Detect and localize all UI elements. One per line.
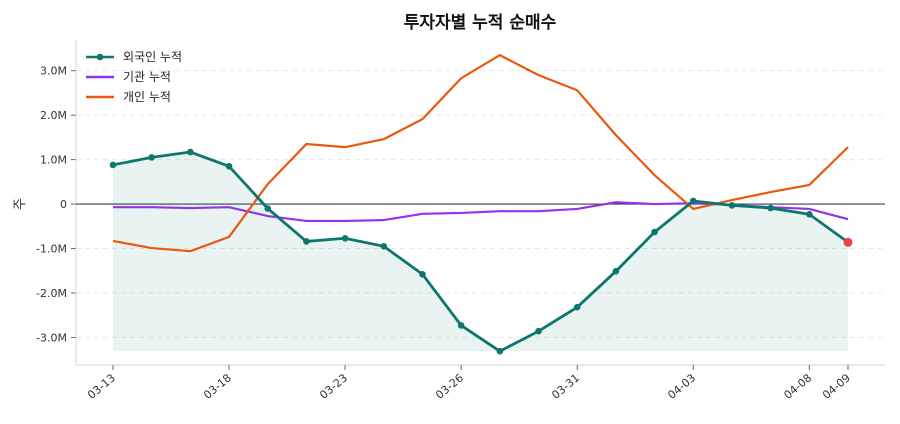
legend-label: 개인 누적 xyxy=(123,90,171,104)
data-point xyxy=(573,303,581,311)
data-point xyxy=(109,161,117,169)
data-point xyxy=(689,197,697,205)
y-tick-label: -1.0M xyxy=(36,243,67,256)
y-tick-label: 2.0M xyxy=(40,109,67,122)
y-axis-label: 주 xyxy=(13,198,28,210)
x-tick-label: 04-09 xyxy=(820,371,853,402)
area-fill xyxy=(113,152,848,352)
legend-marker xyxy=(96,53,104,61)
x-tick-label: 03-18 xyxy=(201,371,234,402)
data-point xyxy=(187,148,194,156)
legend-label: 기관 누적 xyxy=(123,70,171,84)
data-point xyxy=(806,210,813,218)
data-point xyxy=(341,234,349,242)
y-tick-label: 0 xyxy=(60,198,67,211)
data-point xyxy=(148,154,155,161)
x-tick-label: 04-08 xyxy=(781,371,814,402)
y-tick-label: -3.0M xyxy=(36,331,67,344)
x-tick-label: 03-13 xyxy=(85,371,118,402)
data-point xyxy=(496,347,504,355)
x-tick-label: 04-03 xyxy=(665,371,698,402)
data-point xyxy=(612,267,620,275)
x-tick-label: 03-26 xyxy=(433,371,466,402)
x-tick-label: 03-23 xyxy=(317,371,350,402)
data-point xyxy=(380,242,388,250)
chart-title: 투자자별 누적 순매수 xyxy=(404,13,557,33)
data-point xyxy=(767,204,774,212)
data-point xyxy=(303,238,310,245)
y-tick-label: 1.0M xyxy=(40,154,67,167)
data-point xyxy=(457,322,465,329)
data-point xyxy=(651,228,658,236)
data-point xyxy=(225,162,233,170)
series-line-0 xyxy=(112,150,849,353)
x-tick-label: 03-31 xyxy=(549,371,582,402)
y-tick-label: 3.0M xyxy=(40,65,67,78)
series-line-2 xyxy=(112,53,849,253)
data-point xyxy=(419,271,426,278)
data-point xyxy=(535,327,542,335)
data-point xyxy=(264,205,272,212)
data-point xyxy=(728,202,736,209)
y-tick-label: -2.0M xyxy=(36,287,67,300)
last-point-marker xyxy=(843,237,853,247)
legend-label: 외국인 누적 xyxy=(123,50,182,64)
